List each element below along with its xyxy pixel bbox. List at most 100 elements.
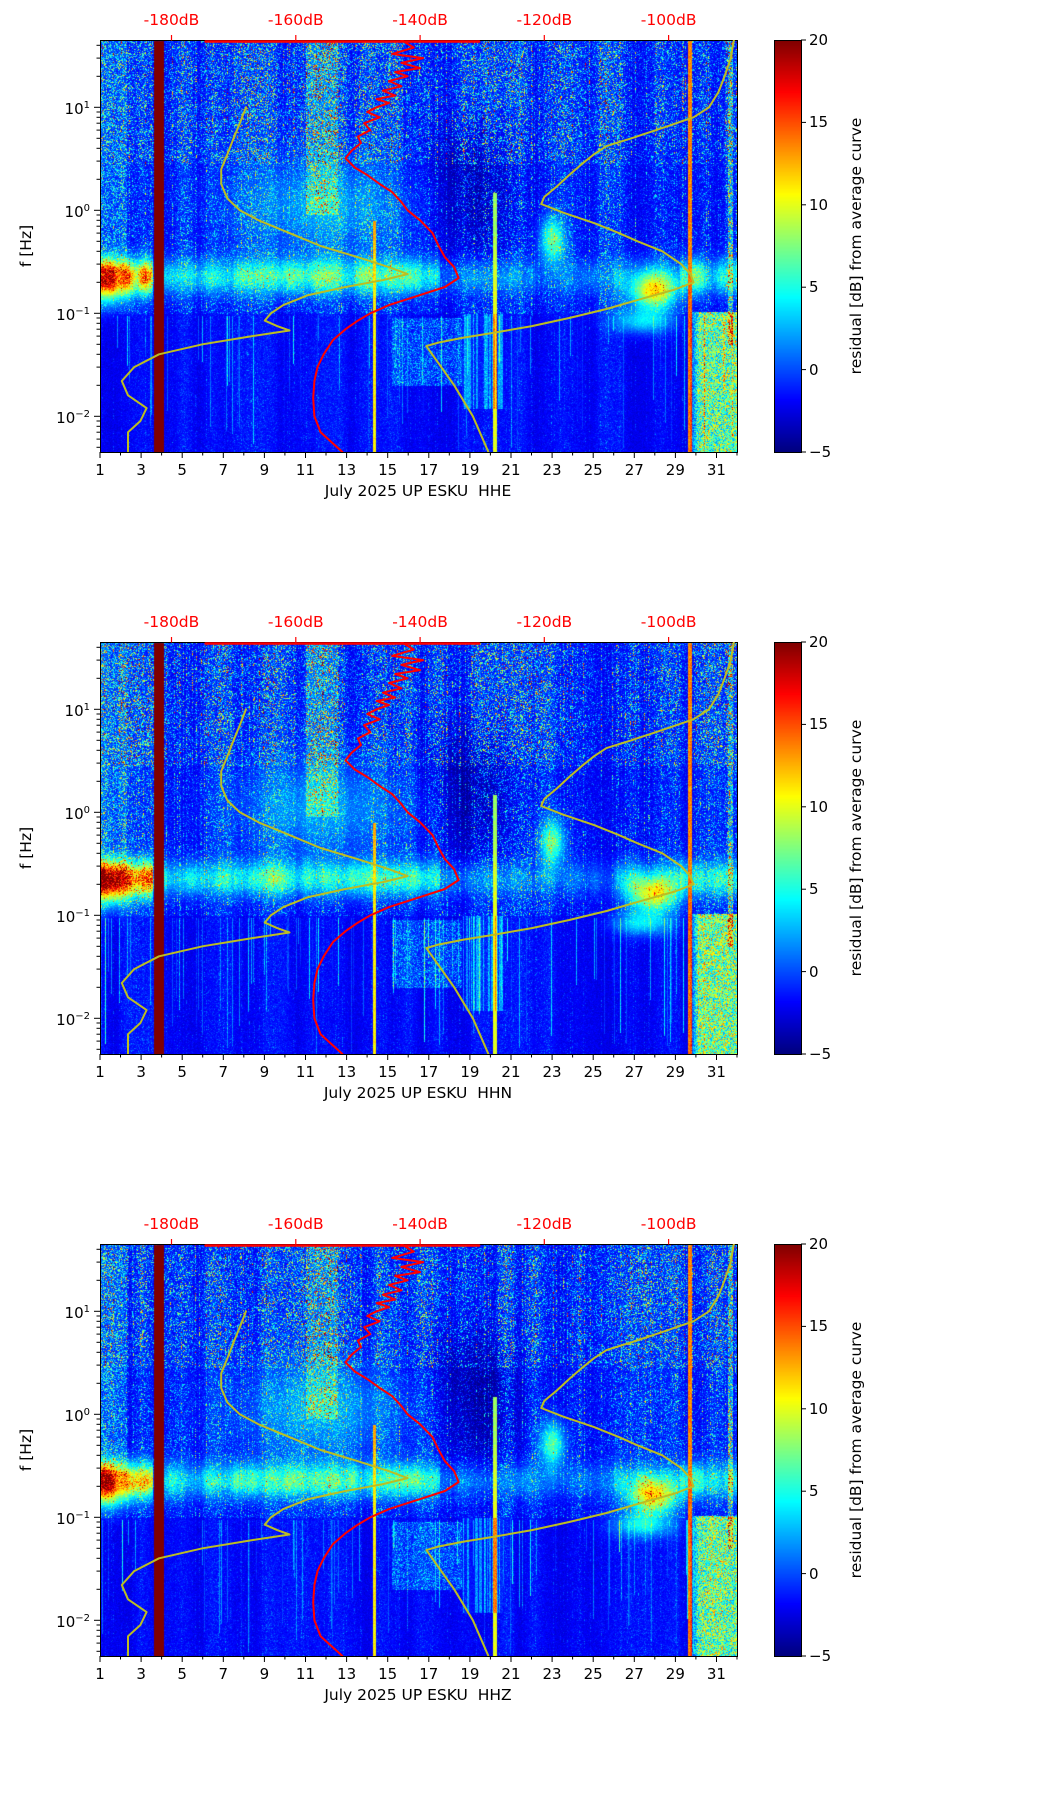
- y-tick-label: 10−1: [56, 306, 90, 325]
- x-tick-label: 19: [460, 461, 480, 479]
- top-db-tick-label: -100dB: [640, 11, 697, 29]
- spectrogram-heatmap: [100, 1244, 737, 1656]
- x-tick-label: 5: [177, 1665, 187, 1683]
- x-tick-label: 21: [501, 1063, 521, 1081]
- top-db-tick-label: -100dB: [640, 613, 697, 631]
- x-tick-label: 27: [624, 461, 644, 479]
- colorbar-label: residual [dB] from average curve: [847, 117, 865, 375]
- x-tick-label: 23: [542, 1665, 562, 1683]
- y-tick-label: 10−2: [56, 409, 90, 428]
- colorbar-tick-label: 5: [809, 278, 819, 297]
- colorbar-label: residual [dB] from average curve: [847, 719, 865, 977]
- top-db-tick-label: -180dB: [143, 1215, 200, 1233]
- x-tick-label: 13: [337, 1665, 357, 1683]
- x-tick-label: 17: [419, 1665, 439, 1683]
- x-tick-label: 13: [337, 461, 357, 479]
- colorbar-tick-label: 15: [809, 113, 829, 132]
- x-tick-label: 11: [295, 1063, 316, 1081]
- top-db-tick-label: -160dB: [267, 613, 324, 631]
- x-axis-title: July 2025 UP ESKU HHZ: [324, 1686, 512, 1704]
- x-tick-label: 1: [95, 1665, 105, 1683]
- y-tick-label: 100: [64, 203, 90, 222]
- spectrogram-heatmap: [100, 40, 737, 452]
- colorbar-tick-label: 0: [809, 360, 819, 379]
- x-tick-label: 15: [378, 461, 398, 479]
- colorbar-tick-label: 20: [809, 31, 829, 49]
- top-db-tick-label: -140dB: [392, 613, 448, 631]
- x-tick-label: 7: [218, 1063, 229, 1081]
- colorbar-tick-label: 0: [809, 1564, 819, 1583]
- x-tick-label: 19: [460, 1665, 480, 1683]
- x-tick-label: 3: [136, 1063, 146, 1081]
- x-tick-label: 9: [259, 1665, 270, 1683]
- x-tick-label: 3: [136, 1665, 146, 1683]
- x-tick-label: 3: [136, 461, 146, 479]
- y-tick-label: 100: [64, 805, 90, 824]
- x-tick-label: 27: [624, 1665, 644, 1683]
- spectrogram-heatmap: [100, 642, 737, 1054]
- colorbar-tick-label: 20: [809, 1235, 829, 1253]
- x-tick-label: 13: [337, 1063, 357, 1081]
- y-tick-label: 101: [64, 702, 90, 721]
- x-tick-label: 7: [218, 1665, 229, 1683]
- colorbar-tick-label: 10: [809, 797, 829, 816]
- x-tick-label: 29: [665, 1665, 685, 1683]
- y-tick-label: 10−1: [56, 1510, 90, 1529]
- colorbar-tick-label: 0: [809, 962, 819, 981]
- x-tick-label: 29: [665, 1063, 685, 1081]
- y-tick-label: 101: [64, 1304, 90, 1323]
- x-tick-label: 5: [177, 1063, 187, 1081]
- colorbar-tick-label: 5: [809, 1482, 819, 1501]
- x-tick-label: 19: [460, 1063, 480, 1081]
- x-tick-label: 17: [419, 1063, 439, 1081]
- x-axis-title: July 2025 UP ESKU HHE: [324, 482, 512, 500]
- x-tick-label: 1: [95, 1063, 105, 1081]
- colorbar-tick-label: 10: [809, 195, 829, 214]
- colorbar-tick-label: 10: [809, 1399, 829, 1418]
- spectrogram-panel-hhn: -180dB -160dB -140dB -120dB -100dB 1 3 5 7 9 11 13…: [0, 602, 1052, 1204]
- x-tick-label: 29: [665, 461, 685, 479]
- colorbar-tick-label: −5: [809, 1647, 832, 1665]
- colorbar-gradient: [775, 40, 801, 452]
- colorbar-tick-label: 20: [809, 633, 829, 651]
- x-tick-label: 25: [583, 1063, 603, 1081]
- x-tick-label: 25: [583, 1665, 603, 1683]
- y-tick-label: 10−2: [56, 1011, 90, 1030]
- top-db-tick-label: -140dB: [392, 11, 448, 29]
- colorbar-gradient: [775, 1244, 801, 1656]
- top-db-tick-label: -120dB: [516, 11, 573, 29]
- colorbar-tick-label: 15: [809, 715, 829, 734]
- x-tick-label: 31: [706, 461, 726, 479]
- y-axis-label: f [Hz]: [17, 1428, 35, 1472]
- colorbar-tick-label: −5: [809, 1045, 832, 1063]
- top-db-tick-label: -160dB: [267, 11, 324, 29]
- colorbar-tick-label: −5: [809, 443, 832, 461]
- x-tick-label: 5: [177, 461, 187, 479]
- x-axis-title: July 2025 UP ESKU HHN: [323, 1084, 513, 1102]
- y-tick-label: 101: [64, 100, 90, 119]
- top-db-tick-label: -180dB: [143, 11, 200, 29]
- spectrogram-panel-hhz: -180dB -160dB -140dB -120dB -100dB 1 3 5 7 9 11 13…: [0, 1204, 1052, 1806]
- top-db-tick-label: -100dB: [640, 1215, 697, 1233]
- top-db-tick-label: -160dB: [267, 1215, 324, 1233]
- top-db-tick-label: -120dB: [516, 613, 573, 631]
- colorbar-tick-label: 15: [809, 1317, 829, 1336]
- x-tick-label: 23: [542, 1063, 562, 1081]
- x-tick-label: 17: [419, 461, 439, 479]
- x-tick-label: 9: [259, 461, 270, 479]
- x-tick-label: 15: [378, 1665, 398, 1683]
- colorbar-gradient: [775, 642, 801, 1054]
- x-tick-label: 11: [295, 461, 316, 479]
- x-tick-label: 9: [259, 1063, 270, 1081]
- top-db-tick-label: -180dB: [143, 613, 200, 631]
- x-tick-label: 1: [95, 461, 105, 479]
- y-axis-label: f [Hz]: [17, 826, 35, 870]
- y-axis-label: f [Hz]: [17, 224, 35, 268]
- x-tick-label: 21: [501, 461, 521, 479]
- colorbar-tick-label: 5: [809, 880, 819, 899]
- x-tick-label: 21: [501, 1665, 521, 1683]
- y-tick-label: 10−1: [56, 908, 90, 927]
- x-tick-label: 7: [218, 461, 229, 479]
- x-tick-label: 27: [624, 1063, 644, 1081]
- x-tick-label: 25: [583, 461, 603, 479]
